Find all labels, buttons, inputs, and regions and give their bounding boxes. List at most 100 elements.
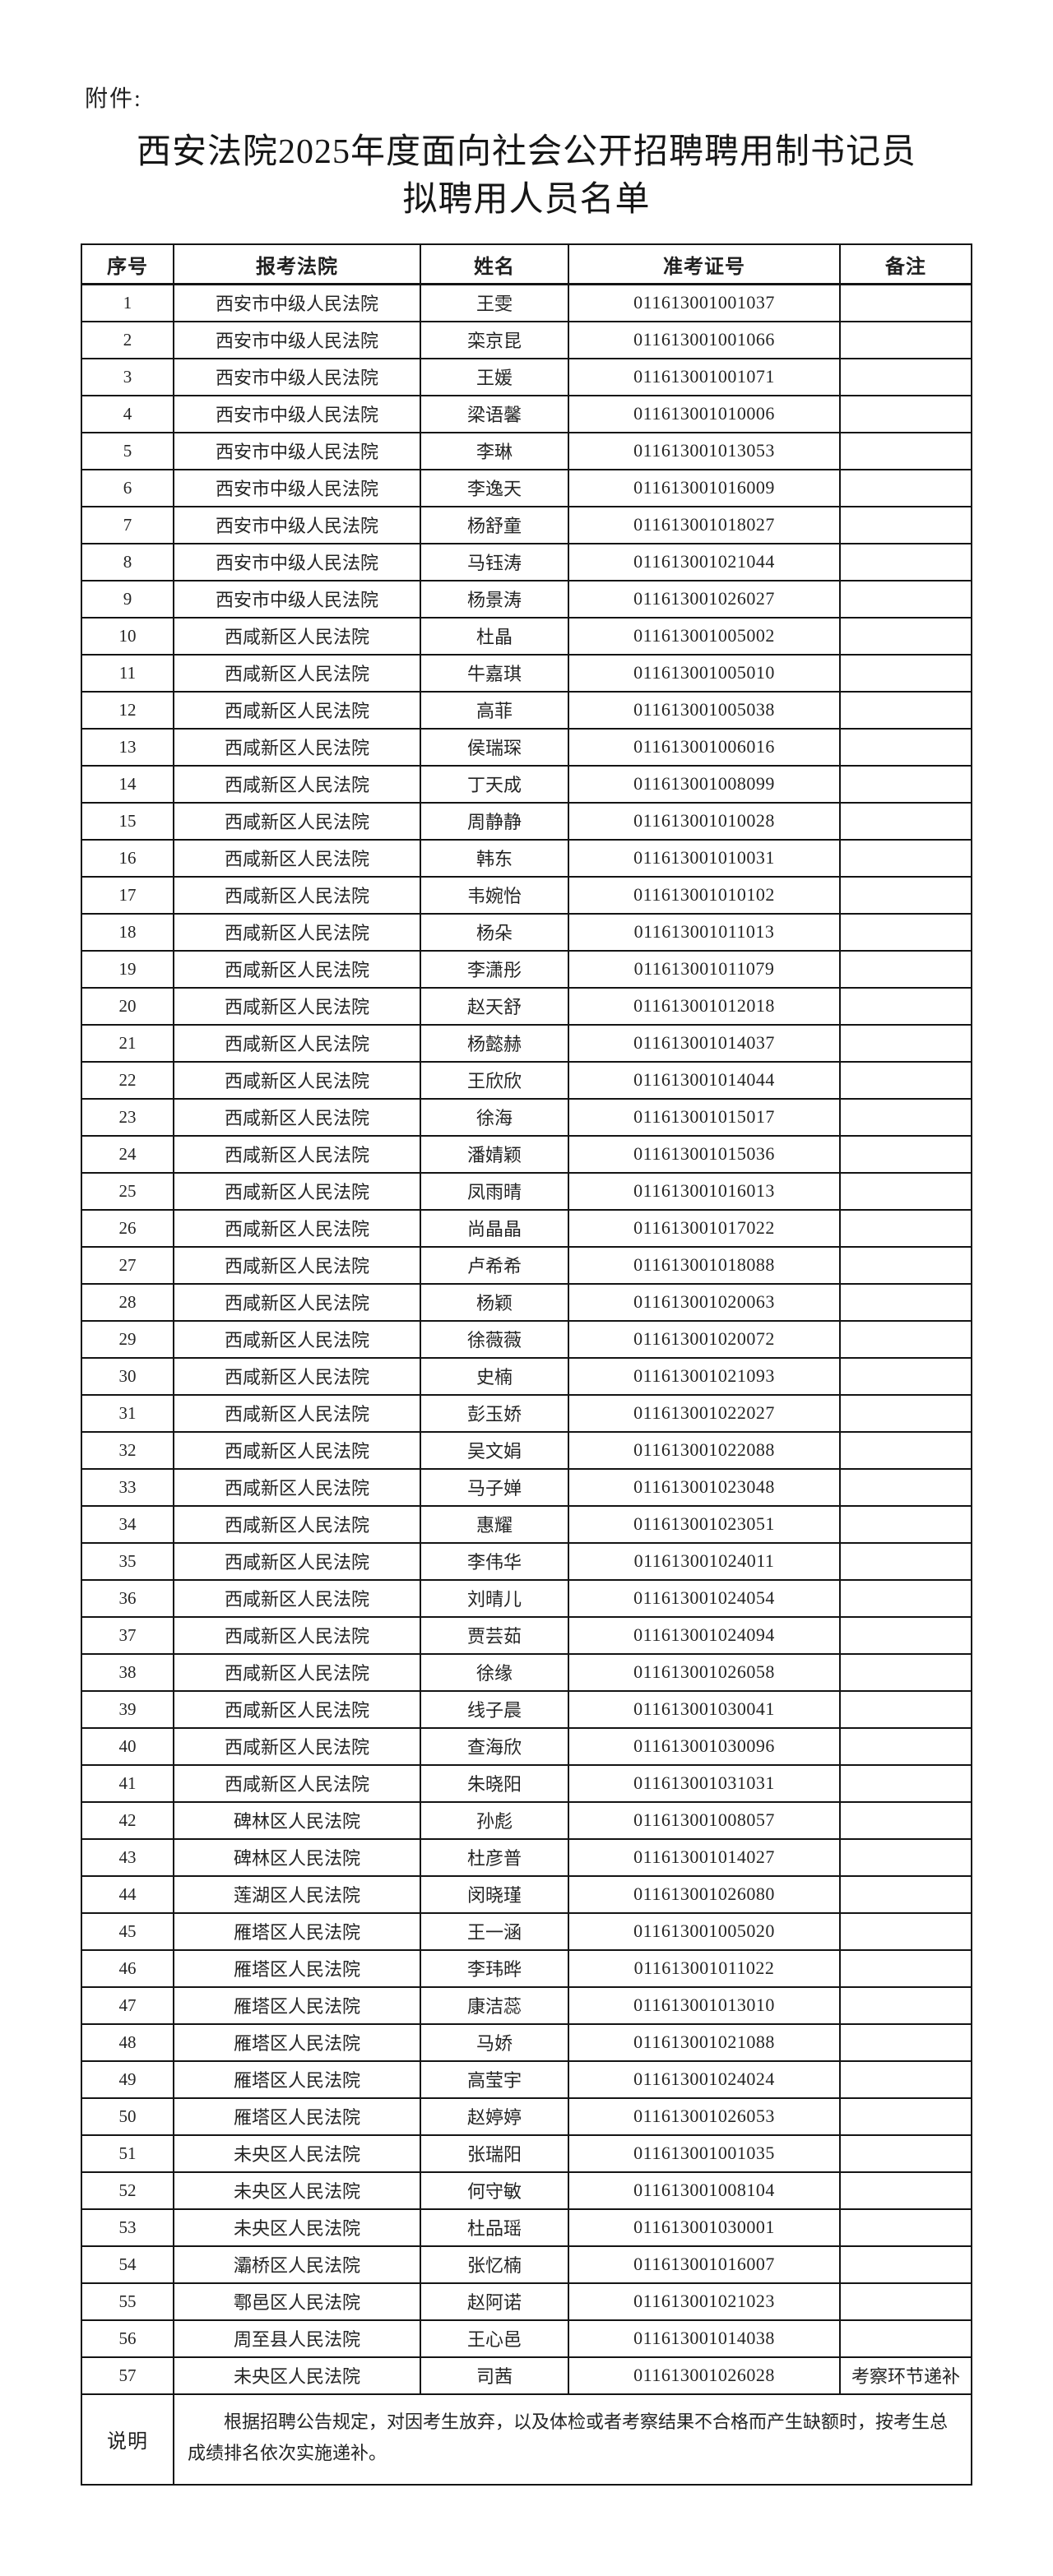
candidate-name: 彭玉娇	[420, 1393, 569, 1433]
table-row: 32 西咸新区人民法院 吴文娟 011613001022088	[81, 1430, 972, 1470]
court-name: 雁塔区人民法院	[173, 2022, 421, 2062]
court-name: 未央区人民法院	[173, 2171, 421, 2210]
row-no: 50	[81, 2096, 174, 2136]
header-row: 序号 报考法院 姓名 准考证号 备注	[81, 243, 972, 285]
table-row: 12 西咸新区人民法院 高菲 011613001005038	[81, 690, 972, 730]
admission-ticket-no: 011613001023051	[568, 1504, 841, 1544]
court-name: 西咸新区人民法院	[173, 1430, 421, 1470]
remark	[839, 986, 972, 1026]
row-no: 44	[81, 1874, 174, 1914]
admission-ticket-no: 011613001013053	[568, 431, 841, 470]
admission-ticket-no: 011613001026058	[568, 1652, 841, 1692]
remark	[839, 1356, 972, 1396]
table-row: 14 西咸新区人民法院 丁天成 011613001008099	[81, 764, 972, 804]
table-row: 3 西安市中级人民法院 王媛 011613001001071	[81, 357, 972, 396]
table-row: 9 西安市中级人民法院 杨景涛 011613001026027	[81, 579, 972, 619]
admission-ticket-no: 011613001017022	[568, 1208, 841, 1248]
court-name: 西咸新区人民法院	[173, 1356, 421, 1396]
court-name: 西咸新区人民法院	[173, 1541, 421, 1581]
row-no: 17	[81, 875, 174, 915]
remark	[839, 1726, 972, 1766]
candidate-name: 马子婵	[420, 1467, 569, 1507]
court-name: 西安市中级人民法院	[173, 542, 421, 581]
table-row: 38 西咸新区人民法院 徐缘 011613001026058	[81, 1652, 972, 1692]
court-name: 碑林区人民法院	[173, 1800, 421, 1840]
row-no: 8	[81, 542, 174, 581]
candidate-name: 杨朵	[420, 912, 569, 952]
table-row: 29 西咸新区人民法院 徐薇薇 011613001020072	[81, 1319, 972, 1359]
admission-ticket-no: 011613001011079	[568, 949, 841, 989]
candidate-name: 李潇彤	[420, 949, 569, 989]
court-name: 鄠邑区人民法院	[173, 2282, 421, 2321]
admission-ticket-no: 011613001014027	[568, 1837, 841, 1877]
candidate-name: 马钰涛	[420, 542, 569, 581]
remark	[839, 1319, 972, 1359]
court-name: 西咸新区人民法院	[173, 912, 421, 952]
court-name: 西咸新区人民法院	[173, 1652, 421, 1692]
admission-ticket-no: 011613001030041	[568, 1689, 841, 1729]
admission-ticket-no: 011613001012018	[568, 986, 841, 1026]
remark	[839, 320, 972, 359]
court-name: 未央区人民法院	[173, 2356, 421, 2395]
table-row: 31 西咸新区人民法院 彭玉娇 011613001022027	[81, 1393, 972, 1433]
remark	[839, 690, 972, 730]
table-row: 19 西咸新区人民法院 李潇彤 011613001011079	[81, 949, 972, 989]
candidate-name: 徐薇薇	[420, 1319, 569, 1359]
roster-body: 1 西安市中级人民法院 王雯 011613001001037 2 西安市中级人民法院 栾京昆…	[81, 283, 972, 2395]
admission-ticket-no: 011613001005020	[568, 1911, 841, 1951]
candidate-name: 丁天成	[420, 764, 569, 804]
court-name: 西咸新区人民法院	[173, 764, 421, 804]
remark	[839, 1911, 972, 1951]
table-row: 6 西安市中级人民法院 李逸天 011613001016009	[81, 468, 972, 507]
row-no: 5	[81, 431, 174, 470]
admission-ticket-no: 011613001026028	[568, 2356, 841, 2395]
row-no: 52	[81, 2171, 174, 2210]
court-name: 西咸新区人民法院	[173, 1208, 421, 1248]
row-no: 42	[81, 1800, 174, 1840]
remark	[839, 1282, 972, 1322]
row-no: 15	[81, 801, 174, 841]
row-no: 14	[81, 764, 174, 804]
admission-ticket-no: 011613001022027	[568, 1393, 841, 1433]
table-row: 4 西安市中级人民法院 梁语馨 011613001010006	[81, 394, 972, 433]
table-row: 1 西安市中级人民法院 王雯 011613001001037	[81, 283, 972, 322]
admission-ticket-no: 011613001001035	[568, 2134, 841, 2173]
remark	[839, 1652, 972, 1692]
row-no: 10	[81, 616, 174, 656]
row-no: 11	[81, 653, 174, 693]
admission-ticket-no: 011613001014038	[568, 2319, 841, 2358]
candidate-name: 杜晶	[420, 616, 569, 656]
table-row: 41 西咸新区人民法院 朱晓阳 011613001031031	[81, 1763, 972, 1803]
remark	[839, 468, 972, 507]
candidate-name: 杜彦普	[420, 1837, 569, 1877]
row-no: 41	[81, 1763, 174, 1803]
candidate-name: 朱晓阳	[420, 1763, 569, 1803]
table-row: 7 西安市中级人民法院 杨舒童 011613001018027	[81, 505, 972, 544]
admission-ticket-no: 011613001011022	[568, 1948, 841, 1988]
court-name: 西咸新区人民法院	[173, 1097, 421, 1137]
row-no: 49	[81, 2059, 174, 2099]
court-name: 西咸新区人民法院	[173, 1245, 421, 1285]
court-name: 西安市中级人民法院	[173, 283, 421, 322]
remark	[839, 1985, 972, 2025]
remark	[839, 2171, 972, 2210]
table-row: 8 西安市中级人民法院 马钰涛 011613001021044	[81, 542, 972, 581]
row-no: 39	[81, 1689, 174, 1729]
table-row: 26 西咸新区人民法院 尚晶晶 011613001017022	[81, 1208, 972, 1248]
table-row: 56 周至县人民法院 王心邑 011613001014038	[81, 2319, 972, 2358]
admission-ticket-no: 011613001018088	[568, 1245, 841, 1285]
remark	[839, 616, 972, 656]
remark	[839, 1134, 972, 1174]
table-row: 44 莲湖区人民法院 闵晓瑾 011613001026080	[81, 1874, 972, 1914]
row-no: 2	[81, 320, 174, 359]
table-row: 45 雁塔区人民法院 王一涵 011613001005020	[81, 1911, 972, 1951]
row-no: 29	[81, 1319, 174, 1359]
remark	[839, 2022, 972, 2062]
table-row: 42 碑林区人民法院 孙彪 011613001008057	[81, 1800, 972, 1840]
row-no: 40	[81, 1726, 174, 1766]
table-row: 25 西咸新区人民法院 凤雨晴 011613001016013	[81, 1171, 972, 1211]
table-row: 30 西咸新区人民法院 史楠 011613001021093	[81, 1356, 972, 1396]
row-no: 33	[81, 1467, 174, 1507]
row-no: 27	[81, 1245, 174, 1285]
remark: 考察环节递补	[839, 2356, 972, 2395]
